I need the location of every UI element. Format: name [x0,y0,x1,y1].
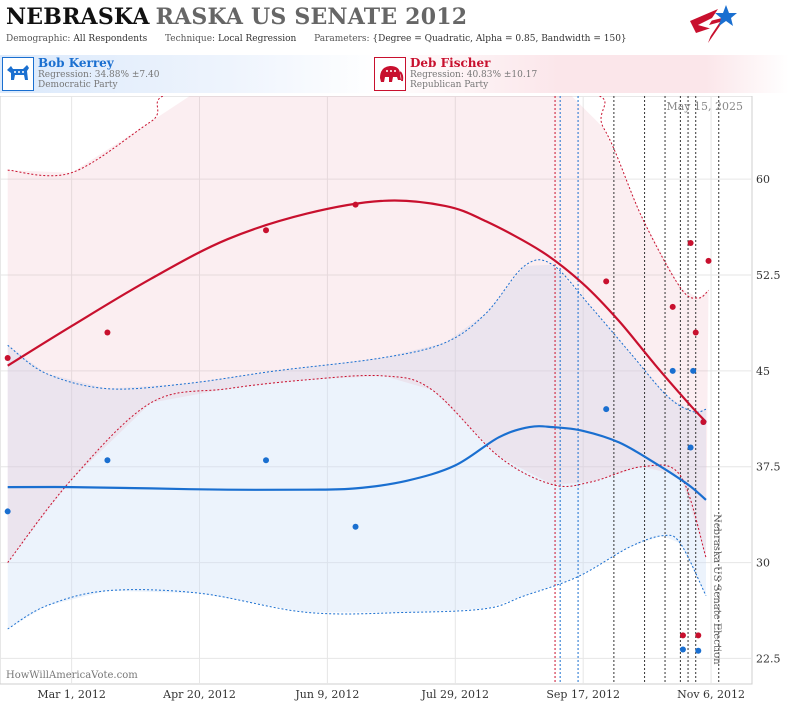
y-tick-label-1: 52.5 [756,269,781,282]
data-point-rep-6 [687,240,694,246]
dem-regression: Regression: 34.88% ±7.40 [38,70,160,80]
data-point-rep-7 [692,329,699,336]
trend-lines [7,199,707,501]
data-point-rep-3 [352,201,359,208]
x-tick-label-5: Nov 6, 2012 [677,688,745,701]
band-rep [7,96,709,563]
data-point-rep-1 [104,329,111,336]
dem-party: Democratic Party [38,80,118,90]
x-tick-label-1: Apr 20, 2012 [162,688,236,701]
confidence-bands [7,96,709,629]
x-tick-label-0: Mar 1, 2012 [37,688,106,701]
candidate-rep: Deb Fischer Regression: 40.83% ±10.17 Re… [372,55,789,93]
rep-party: Republican Party [410,80,489,90]
donkey-icon [2,57,34,91]
data-point-rep-0 [4,355,11,362]
y-tick-label-4: 30 [756,557,770,570]
upper-bound-dem [7,259,707,413]
data-point-rep-11 [695,632,702,639]
poll-markers [554,96,720,684]
data-point-rep-9 [700,418,707,425]
data-point-dem-5 [669,367,676,374]
data-point-rep-2 [263,227,270,234]
rep-regression: Regression: 40.83% ±10.17 [410,70,538,80]
x-tick-label-4: Sep 17, 2012 [546,688,620,701]
confidence-lines [7,96,709,630]
parameters-value: {Degree = Quadratic, Alpha = 0.85, Bandw… [372,34,627,44]
data-point-rep-10 [679,632,686,639]
parameters-label: Parameters: [314,34,370,44]
lower-bound-dem [7,534,707,630]
data-point-dem-3 [352,523,359,530]
poll-points [4,201,712,654]
y-tick-label-5: 22.5 [756,652,781,665]
parameters-line: Demographic: All Respondents Technique: … [6,34,627,44]
dem-candidate-name: Bob Kerrey [38,56,114,70]
title-race: RASKA US SENATE 2012 [155,4,468,30]
data-point-dem-2 [263,457,270,464]
candidate-dem: Bob Kerrey Regression: 34.88% ±7.40 Demo… [0,55,380,93]
upper-bound-rep [7,96,709,299]
regression-chart: 60 52.5 45 37.5 30 22.5 Mar 1, 2012 Apr 20, 20… [0,96,781,701]
data-point-rep-8 [705,257,712,264]
technique-label: Technique: [165,34,216,44]
data-point-dem-0 [4,508,11,515]
y-tick-label-2: 45 [756,365,770,378]
plot-frame [0,96,753,685]
x-tick-label-2: Jun 9, 2012 [294,688,359,701]
data-point-dem-1 [104,457,111,464]
y-tick-label-3: 37.5 [756,461,781,474]
technique-value: Local Regression [217,34,297,44]
date-stamp: May 15, 2025 [666,100,743,113]
data-point-dem-10 [695,647,702,654]
election-label: Nebraska US Senate Election [711,514,722,665]
grid [0,96,752,684]
data-point-dem-6 [690,367,697,374]
rep-candidate-name: Deb Fischer [410,56,491,70]
x-tick-label-3: Jul 29, 2012 [421,688,490,701]
data-point-rep-4 [603,278,610,285]
site-logo-icon[interactable] [688,3,738,49]
demographic-value: All Respondents [73,34,148,44]
y-axis: 60 52.5 45 37.5 30 22.5 [756,173,781,665]
elephant-icon [374,57,406,91]
demographic-label: Demographic: [6,34,71,44]
trend-line-dem [7,425,707,501]
title-state: NEBRASKA [6,4,150,30]
trend-line-rep [7,199,707,423]
band-dem [7,264,706,629]
x-axis: Mar 1, 2012 Apr 20, 2012 Jun 9, 2012 Jul 29… [37,688,745,701]
y-tick-label-0: 60 [756,173,770,186]
site-credit[interactable]: HowWillAmericaVote.com [6,670,138,681]
page-title: NEBRASKA RASKA US SENATE 2012 [6,4,467,30]
data-point-rep-5 [669,303,676,310]
data-point-dem-7 [687,444,694,451]
data-point-dem-4 [603,406,610,413]
data-point-dem-9 [679,646,686,653]
